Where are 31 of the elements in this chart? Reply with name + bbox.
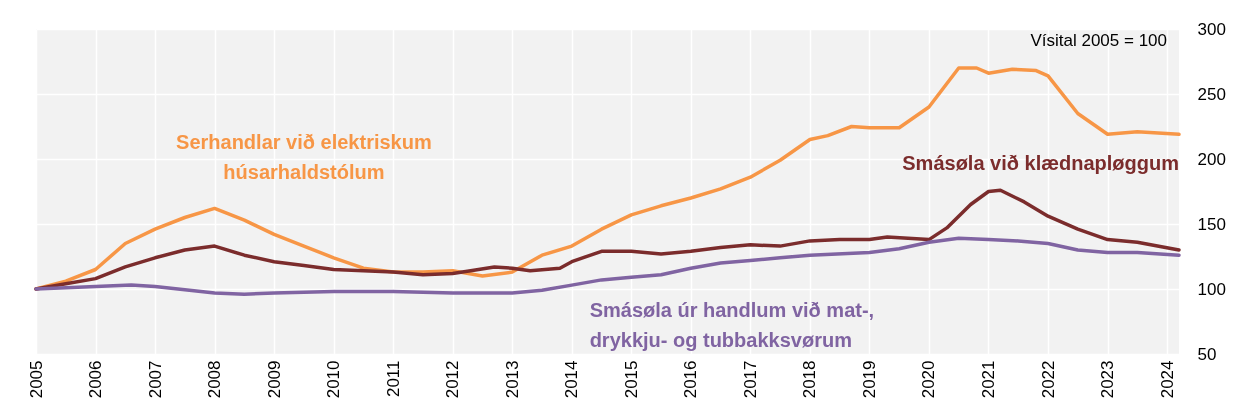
- x-tick-label: 2014: [562, 360, 582, 399]
- x-tick-label: 2021: [979, 360, 998, 399]
- text: Smásøla við klædnapløggum: [902, 152, 1179, 175]
- line-series: [34, 236, 1181, 296]
- y-tick-label: 250: [1197, 84, 1226, 104]
- x-tick-label: 2010: [324, 360, 344, 399]
- x-tick-label: 2019: [859, 360, 879, 399]
- y-tick-label: 50: [1197, 344, 1217, 364]
- x-tick-label: 2008: [205, 360, 225, 399]
- x-tick-label: 2006: [86, 360, 106, 399]
- y-tick-label: 200: [1197, 149, 1226, 169]
- series-label: Serhandlar við elektriskum húsarhaldstólum: [176, 131, 432, 184]
- x-tick-label: 2018: [800, 360, 820, 399]
- x-tick-label: 2016: [681, 360, 701, 399]
- series-label: Smásøla úr handlum við mat-, drykkju- og tubbakksvørum: [589, 299, 875, 352]
- x-tick-label: 2007: [145, 360, 165, 399]
- x-tick-label: 2022: [1038, 360, 1058, 399]
- x-tick-label: 2023: [1098, 360, 1118, 399]
- x-tick-label: 2024: [1157, 360, 1177, 399]
- y-tick-label: 100: [1197, 279, 1226, 299]
- x-tick-label: 2009: [264, 360, 284, 399]
- x-tick-label: 2015: [621, 360, 641, 399]
- x-tick-label: 2011: [383, 360, 403, 398]
- y-tick-label: 300: [1197, 19, 1226, 39]
- x-tick-label: 2020: [919, 360, 939, 399]
- x-tick-label: 2012: [443, 360, 463, 399]
- y-tick-label: 150: [1197, 214, 1226, 234]
- x-tick-label: 2017: [740, 360, 760, 399]
- annotation: Vísital 2005 = 100: [1030, 31, 1167, 50]
- x-tick-label: 2005: [26, 360, 46, 399]
- x-tick-label: 2013: [502, 360, 522, 399]
